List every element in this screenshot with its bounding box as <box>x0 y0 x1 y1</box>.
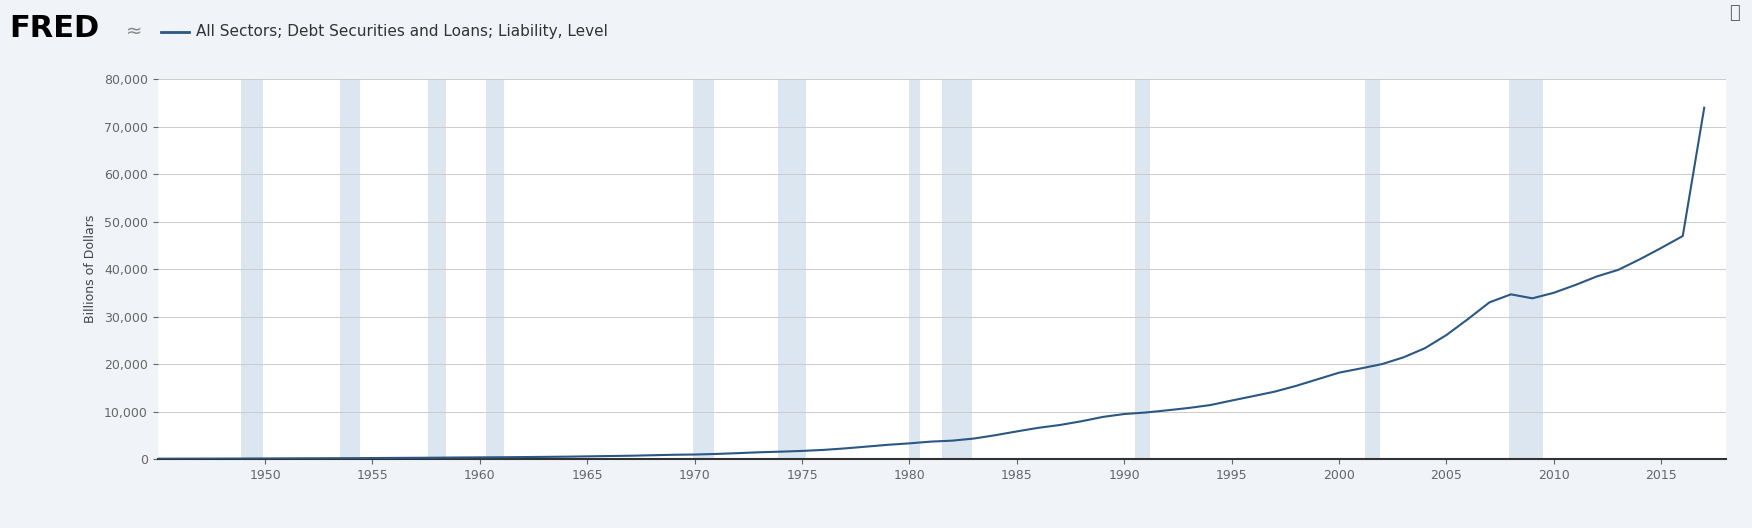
Bar <box>1508 79 1544 459</box>
Bar <box>427 79 445 459</box>
Bar <box>778 79 806 459</box>
Y-axis label: Billions of Dollars: Billions of Dollars <box>84 215 96 324</box>
Bar <box>487 79 503 459</box>
Bar <box>242 79 263 459</box>
Text: All Sectors; Debt Securities and Loans; Liability, Level: All Sectors; Debt Securities and Loans; … <box>196 24 608 39</box>
Text: ⛶: ⛶ <box>1729 4 1740 22</box>
Bar <box>941 79 972 459</box>
Bar <box>1135 79 1149 459</box>
Bar <box>692 79 715 459</box>
Bar <box>1365 79 1381 459</box>
Text: ≈: ≈ <box>126 22 142 41</box>
Bar <box>909 79 920 459</box>
Text: FRED: FRED <box>9 14 100 43</box>
Bar <box>340 79 359 459</box>
